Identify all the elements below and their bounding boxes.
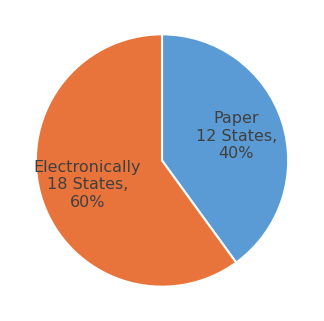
Wedge shape [162, 34, 288, 263]
Wedge shape [36, 34, 236, 287]
Text: Electronically
18 States,
60%: Electronically 18 States, 60% [34, 160, 141, 210]
Text: Paper
12 States,
40%: Paper 12 States, 40% [196, 111, 277, 161]
